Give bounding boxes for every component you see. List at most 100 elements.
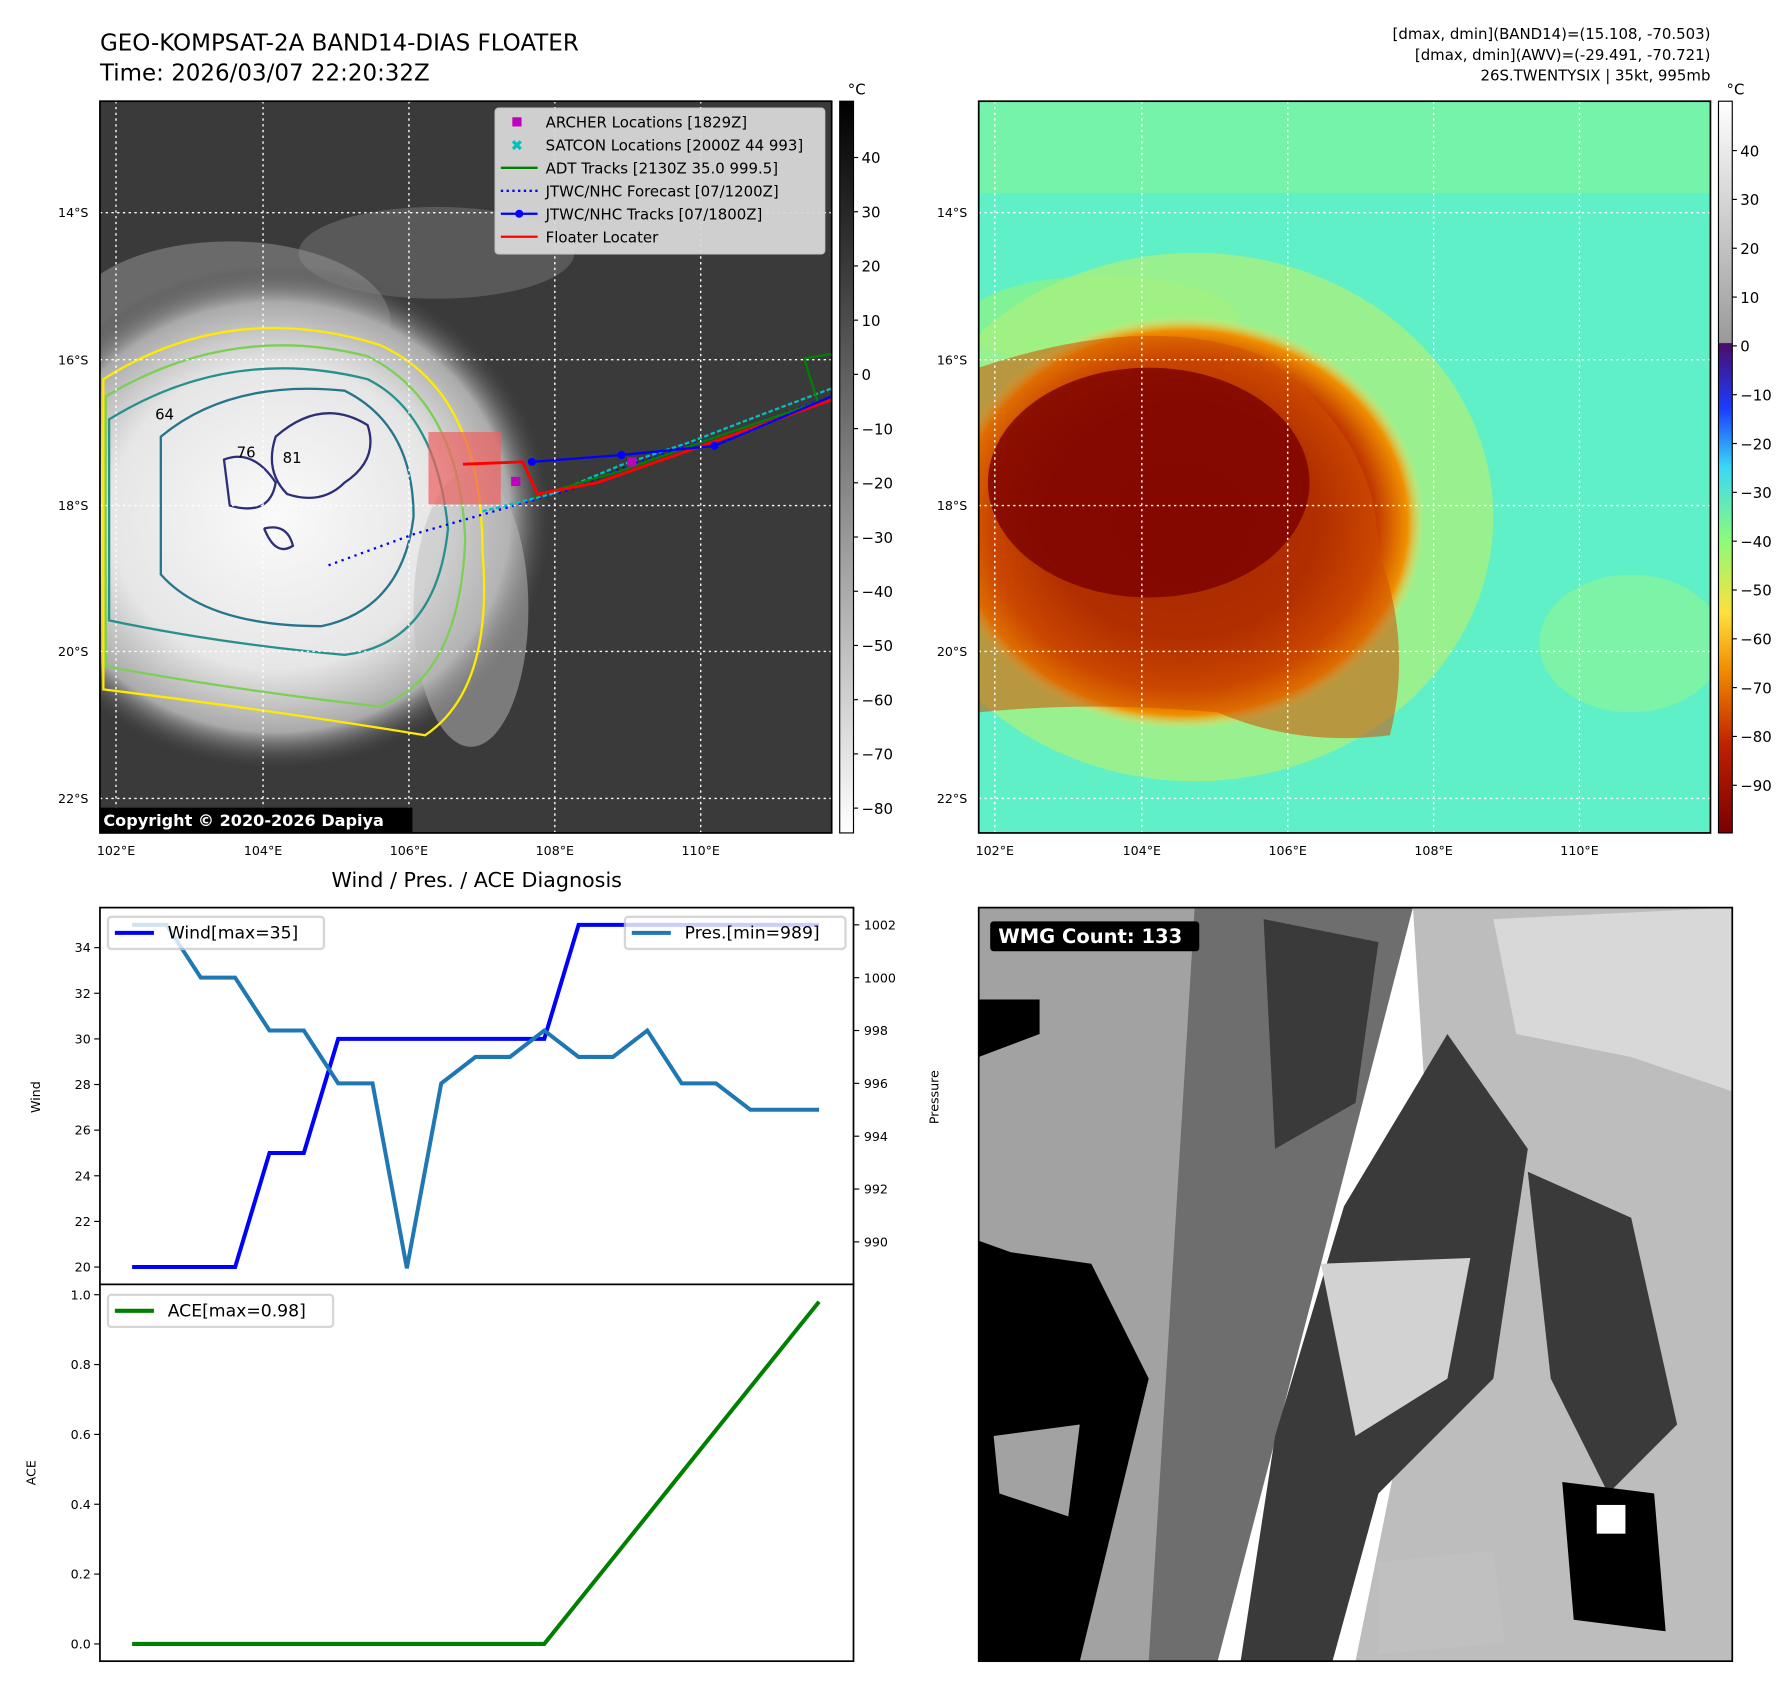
lat-tick-label: 14°S [58,205,88,220]
ace-plot [99,1283,855,1663]
awv-colorbar-tick: 0 [1740,338,1750,356]
awv-colorbar [1717,100,1733,834]
lon-tick-label: 106°E [390,843,428,858]
lat-tick-label: 16°S [937,352,967,367]
wind-pres-plot [99,906,855,1286]
lat-tick-label: 18°S [937,498,967,513]
ace-tick-label: 0.8 [71,1357,91,1372]
pressure-legend-label: Pres.[min=989] [685,924,820,944]
ace-tick-label: 0.6 [71,1427,91,1442]
contour-label: 76 [237,443,256,461]
ir-colorbar-tick: 10 [862,312,881,330]
jtwc-track [531,395,832,464]
pressure-tick-label: 990 [864,1234,888,1249]
wind-tick-label: 28 [75,1077,91,1092]
pressure-tick-label: 994 [864,1129,888,1144]
wmg-count-box [990,921,1200,952]
pressure-legend [623,915,847,951]
wind-legend-label: Wind[max=35] [168,924,299,944]
satcon-track [482,387,832,513]
ir-colorbar-tick: −50 [862,637,894,655]
contour-label: 64 [155,405,174,423]
ir-colorbar [839,100,855,834]
wind-tick-label: 22 [75,1214,91,1229]
awv-colorbar-tick: −10 [1740,386,1772,404]
lat-tick-label: 14°S [937,205,967,220]
floater-track [462,398,832,496]
ir-colorbar-tick: −60 [862,691,894,709]
lat-tick-label: 22°S [58,791,88,806]
ir-colorbar-tick: −80 [862,800,894,818]
lon-tick-label: 110°E [1560,843,1598,858]
ir-colorbar-tick: 30 [862,203,881,221]
wind-tick-label: 20 [75,1260,91,1275]
contour-label: 81 [283,449,302,467]
wmg-count-label: WMG Count: 133 [998,925,1182,948]
ace-tick-label: 0.0 [71,1637,91,1652]
ace-tick-label: 0.2 [71,1567,91,1582]
awv-colorbar-tick: 40 [1740,142,1759,160]
ace-legend [106,1293,335,1329]
wmg-panel [978,907,1733,1662]
lon-tick-label: 104°E [244,843,282,858]
lon-tick-label: 108°E [536,843,574,858]
ir-colorbar-unit: °C [848,80,866,98]
awv-colorbar-tick: −90 [1740,777,1772,795]
wind-tick-label: 30 [75,1031,91,1046]
awv-colorbar-tick: 20 [1740,240,1759,258]
ace-axis-label: ACE [24,1460,39,1485]
ir-colorbar-tick: −20 [862,475,894,493]
lon-tick-label: 110°E [682,843,720,858]
ir-colorbar-tick: 40 [862,149,881,167]
wind-axis-label: Wind [28,1081,43,1113]
awv-colorbar-tick: −60 [1740,631,1772,649]
legend-label: Floater Locater [546,228,659,246]
legend-label: ARCHER Locations [1829Z] [546,114,747,132]
ir-colorbar-tick: 20 [862,258,881,276]
figure-time: Time: 2026/03/07 22:20:32Z [99,61,430,87]
lon-tick-label: 104°E [1123,843,1161,858]
pressure-tick-label: 1000 [864,970,896,985]
ir-colorbar-tick: 0 [862,366,872,384]
awv-colorbar-tick: −30 [1740,484,1772,502]
pressure-tick-label: 998 [864,1023,888,1038]
info-storm: 26S.TWENTYSIX | 35kt, 995mb [1480,67,1710,85]
floater-box [428,432,501,505]
pressure-tick-label: 1002 [864,917,896,932]
wind-tick-label: 24 [75,1168,91,1183]
ir-colorbar-tick: −70 [862,746,894,764]
legend-label: SATCON Locations [2000Z 44 993] [546,137,804,155]
ir-colorbar-tick: −10 [862,420,894,438]
awv-colorbar-tick: −40 [1740,533,1772,551]
lon-tick-label: 108°E [1414,843,1452,858]
legend-label: JTWC/NHC Tracks [07/1800Z] [545,206,763,224]
copyright-text: Copyright © 2020-2026 Dapiya [103,811,384,830]
lat-tick-label: 20°S [937,644,967,659]
ir-colorbar-tick: −30 [862,529,894,547]
legend-label: ADT Tracks [2130Z 35.0 999.5] [546,160,778,178]
awv-colorbar-tick: 10 [1740,289,1759,307]
info-awv: [dmax, dmin](AWV)=(-29.491, -70.721) [1415,46,1711,64]
archer-marker [627,457,637,467]
wind-tick-label: 32 [75,986,91,1001]
awv-colorbar-tick: −50 [1740,582,1772,600]
ace-tick-label: 0.4 [71,1497,91,1512]
awv-colorbar-tick: −80 [1740,728,1772,746]
copyright-box [99,807,413,833]
lat-tick-label: 22°S [937,791,967,806]
pressure-axis-label: Pressure [927,1070,942,1124]
diagnosis-title: Wind / Pres. / ACE Diagnosis [331,868,621,892]
wind-legend [106,915,326,951]
legend-square-icon [512,117,522,127]
awv-colorbar-unit: °C [1727,80,1745,98]
awv-gridlines [978,101,1711,833]
lat-tick-label: 16°S [58,352,88,367]
lon-tick-label: 106°E [1269,843,1307,858]
figure-title: GEO-KOMPSAT-2A BAND14-DIAS FLOATER [100,31,579,57]
legend-x-icon: ✖ [511,137,524,155]
wind-tick-label: 26 [75,1123,91,1138]
lon-tick-label: 102°E [97,843,135,858]
awv-colorbar-tick: 30 [1740,191,1759,209]
ir-colorbar-tick: −40 [862,583,894,601]
